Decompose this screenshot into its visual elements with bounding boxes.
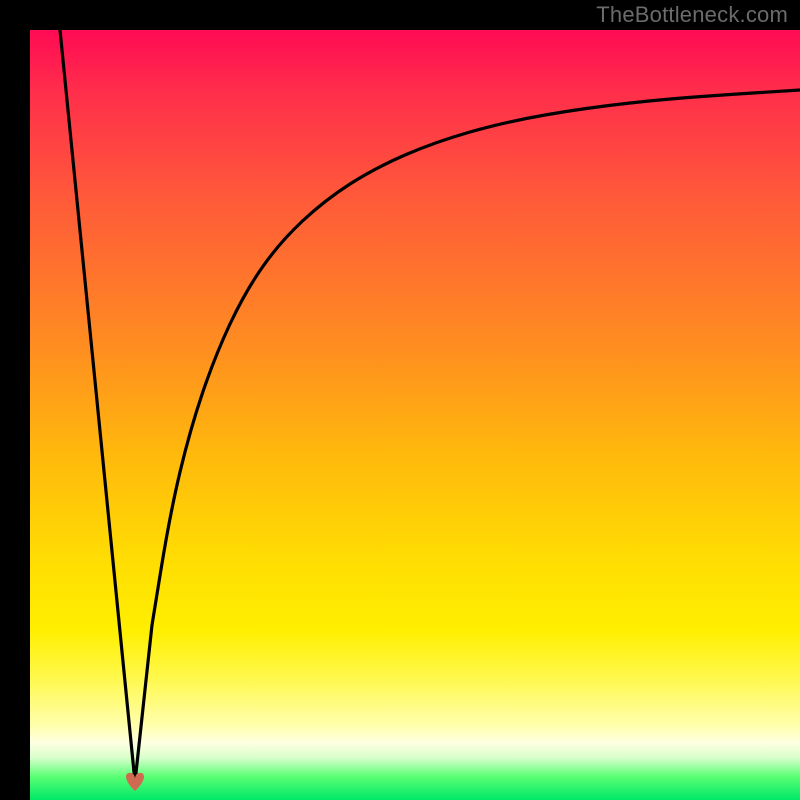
match-point-marker: [30, 30, 800, 800]
attribution-text: TheBottleneck.com: [596, 2, 788, 28]
plot-area: [30, 30, 800, 800]
chart-frame: TheBottleneck.com: [0, 0, 800, 800]
